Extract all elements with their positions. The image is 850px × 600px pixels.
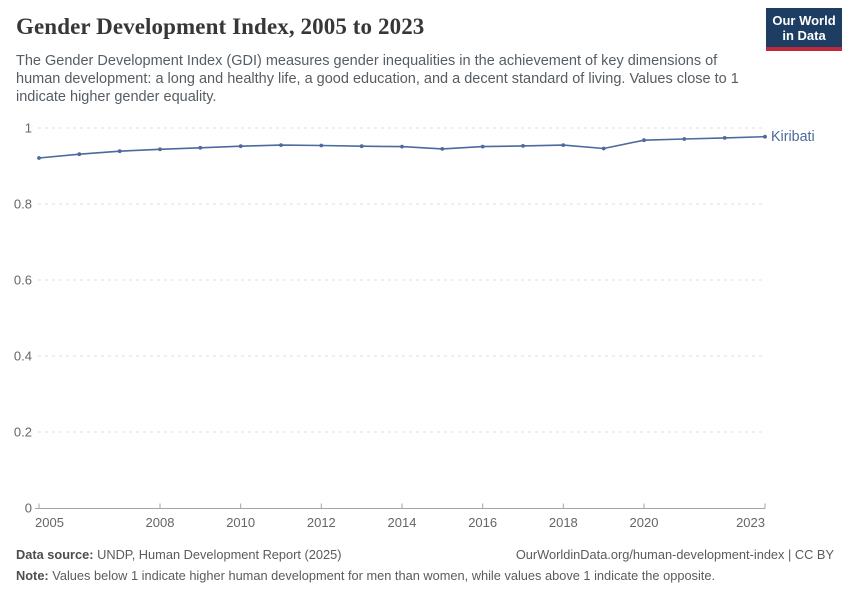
data-point bbox=[682, 137, 687, 141]
data-point bbox=[400, 144, 404, 149]
data-point bbox=[763, 134, 767, 139]
x-tick-label: 2008 bbox=[146, 515, 175, 530]
x-tick-label: 2018 bbox=[549, 515, 578, 530]
owid-logo-line1: Our World bbox=[772, 13, 836, 28]
x-tick-label: 2005 bbox=[35, 515, 64, 530]
note-text: Values below 1 indicate higher human dev… bbox=[48, 568, 716, 583]
data-point bbox=[117, 149, 122, 154]
x-tick-label: 2020 bbox=[630, 515, 659, 530]
series-end-label: Kiribati bbox=[771, 129, 815, 145]
data-point bbox=[279, 143, 283, 148]
y-tick-label: 0.8 bbox=[14, 197, 32, 212]
data-point bbox=[77, 152, 82, 157]
y-tick-label: 1 bbox=[25, 121, 32, 136]
note-label: Note: bbox=[16, 568, 49, 583]
data-point bbox=[722, 136, 727, 140]
y-tick-label: 0.6 bbox=[14, 273, 32, 288]
data-point bbox=[359, 144, 364, 149]
x-tick-label: 2014 bbox=[388, 515, 417, 530]
chart-footer: Data source: UNDP, Human Development Rep… bbox=[16, 546, 834, 584]
data-point bbox=[238, 144, 243, 149]
data-point bbox=[198, 145, 203, 150]
owid-logo-line2: in Data bbox=[782, 28, 826, 43]
data-point bbox=[37, 156, 41, 160]
owid-logo-red-bar bbox=[766, 47, 842, 51]
x-tick-label: 2016 bbox=[468, 515, 497, 530]
page-title: Gender Development Index, 2005 to 2023 bbox=[16, 14, 425, 39]
data-point bbox=[521, 144, 525, 148]
data-point bbox=[601, 146, 606, 151]
y-tick-label: 0.2 bbox=[14, 425, 32, 440]
data-point bbox=[440, 147, 445, 151]
data-point bbox=[561, 143, 566, 148]
data-point bbox=[319, 143, 324, 148]
x-tick-label: 2023 bbox=[736, 515, 765, 530]
owid-logo: Our World in Data bbox=[766, 8, 842, 51]
owid-logo-box: Our World in Data bbox=[766, 8, 842, 47]
data-point bbox=[480, 144, 485, 149]
data-point bbox=[642, 138, 646, 143]
x-tick-label: 2012 bbox=[307, 515, 336, 530]
y-tick-label: 0.4 bbox=[14, 349, 32, 364]
y-tick-label: 0 bbox=[25, 501, 32, 516]
x-tick-label: 2010 bbox=[226, 515, 255, 530]
chart-subtitle: The Gender Development Index (GDI) measu… bbox=[16, 53, 739, 105]
owid-url-text: OurWorldinData.org/human-development-ind… bbox=[515, 547, 834, 562]
data-source-label: Data source: bbox=[16, 547, 94, 562]
note-line: Note: Values below 1 indicate higher hum… bbox=[16, 567, 834, 584]
data-source-text: UNDP, Human Development Report (2025) bbox=[93, 547, 342, 562]
data-source-line: Data source: UNDP, Human Development Rep… bbox=[16, 546, 342, 563]
data-point bbox=[158, 147, 162, 152]
